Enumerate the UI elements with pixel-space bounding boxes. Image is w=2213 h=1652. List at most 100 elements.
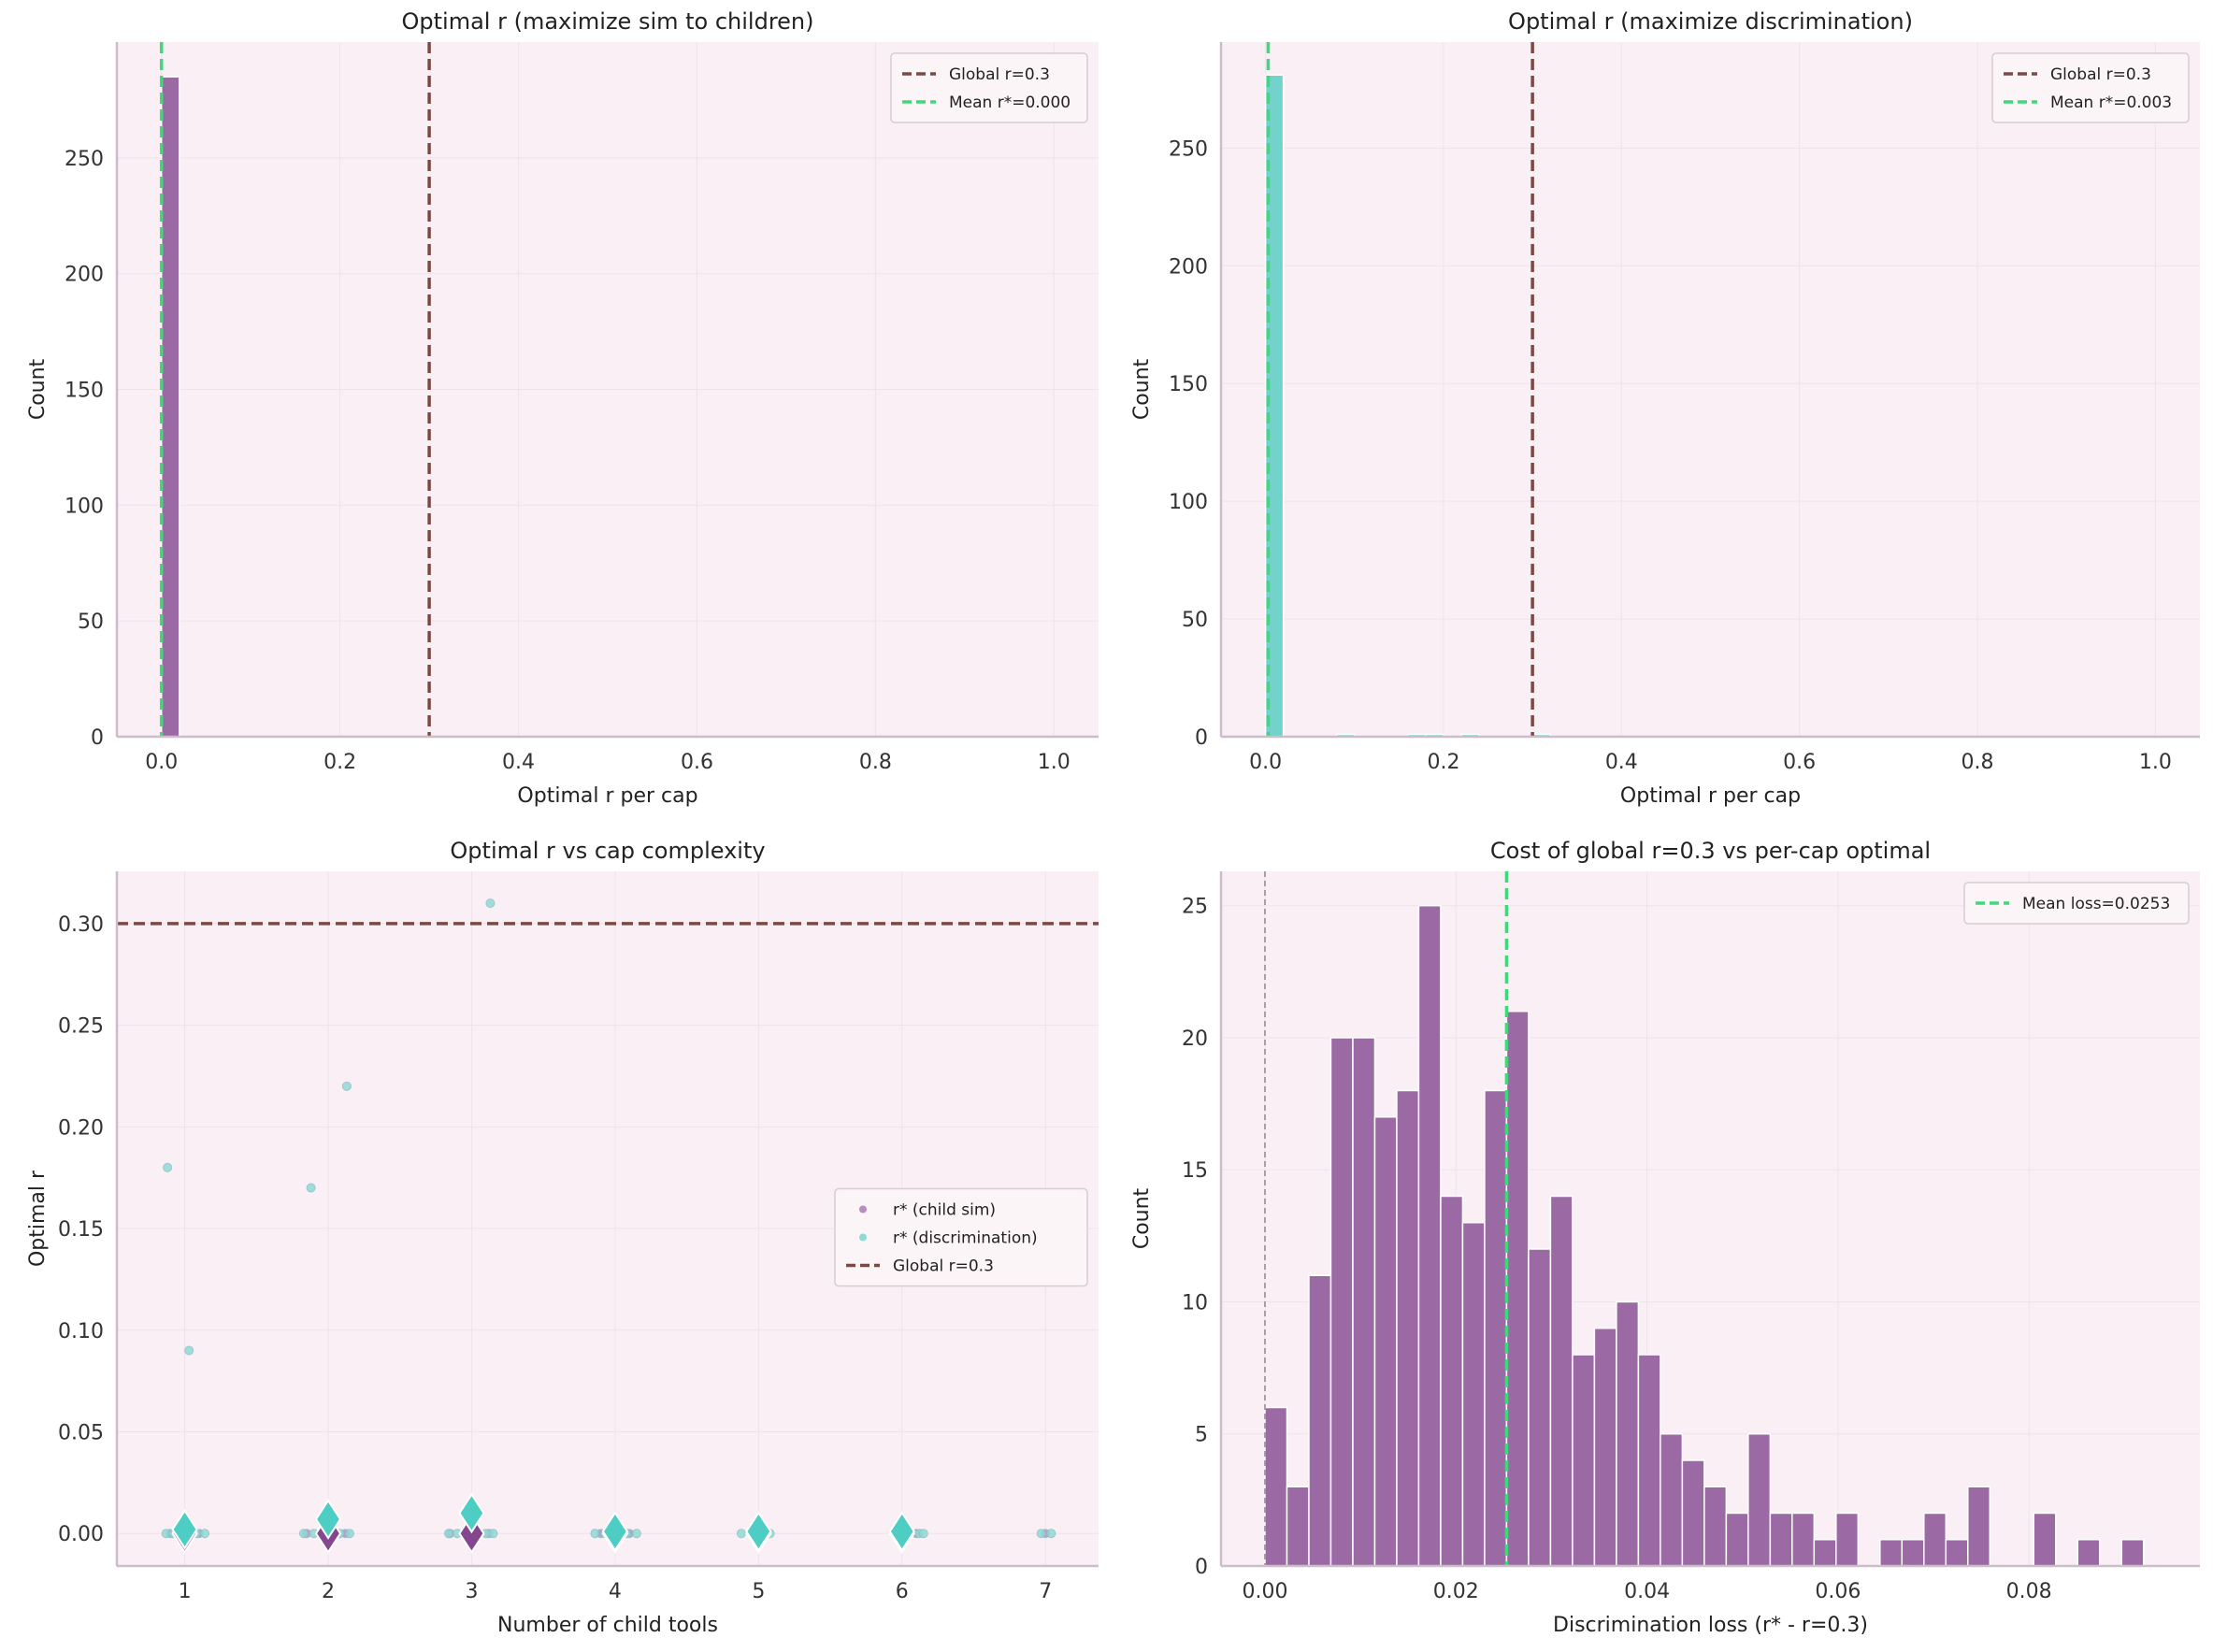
- y-tick-label: 25: [1182, 896, 1208, 919]
- histogram-bar: [1879, 1538, 1904, 1567]
- mean-diamond: [314, 1499, 342, 1540]
- subplot-3: 1 2 3 4 5 6 7 0.00 0.05 0.10 0.15 0.20 0.25 0.30 Optim…: [26, 838, 1099, 1637]
- histogram-bar: [1681, 1459, 1705, 1567]
- y-axis-label: Count: [26, 358, 50, 420]
- y-tick-label: 150: [65, 380, 104, 403]
- histogram-bar: [1593, 1327, 1617, 1567]
- plot-area: [1221, 42, 2200, 737]
- y-tick-label: 0.25: [58, 1015, 104, 1039]
- subplot-title: Cost of global r=0.3 vs per-cap optimal: [1490, 838, 1931, 864]
- y-tick-label: 0: [1195, 1556, 1208, 1579]
- y-tick-label: 0: [91, 726, 104, 750]
- histogram-bar: [1572, 1354, 1596, 1567]
- y-axis-label: Optimal r: [26, 1170, 50, 1267]
- histogram-bar: [2120, 1538, 2145, 1567]
- histogram-bar: [1769, 1512, 1793, 1567]
- legend-dot-swatch: [859, 1205, 867, 1214]
- legend-label: r* (child sim): [893, 1201, 996, 1220]
- histogram-bar: [1352, 1037, 1376, 1567]
- legend: Global r=0.3 Mean r*=0.003: [1991, 52, 2190, 123]
- x-tick-label: 0.00: [1242, 1580, 1287, 1603]
- legend: Mean loss=0.0253: [1963, 882, 2190, 925]
- y-tick-label: 100: [1169, 491, 1208, 514]
- scatter-point: [443, 1529, 453, 1539]
- legend-label: Mean r*=0.000: [949, 93, 1071, 112]
- x-tick-label: 0.02: [1433, 1580, 1479, 1603]
- y-tick-label: 250: [65, 148, 104, 171]
- subplot-title: Optimal r (maximize discrimination): [1508, 8, 1913, 35]
- x-tick-label: 1.0: [2139, 751, 2172, 774]
- legend-label: Global r=0.3: [949, 65, 1050, 84]
- histogram-bar: [1660, 1432, 1684, 1567]
- histogram-bar: [1417, 904, 1442, 1567]
- legend: Global r=0.3 Mean r*=0.000: [890, 52, 1088, 123]
- legend-box: [834, 1187, 1088, 1287]
- x-tick-label: 0.6: [1783, 751, 1816, 774]
- histogram-bar: [1835, 1512, 1860, 1567]
- histogram-bar: [1484, 1089, 1508, 1567]
- scatter-point: [590, 1529, 600, 1539]
- subplot-2: 0.0 0.2 0.4 0.6 0.8 1.0 0 50 100 150 200 250 Optimal…: [1130, 8, 2200, 808]
- y-tick-label: 0.20: [58, 1116, 104, 1140]
- y-tick-label: 50: [78, 611, 104, 634]
- x-tick-label: 0.8: [859, 751, 892, 774]
- scatter-point: [184, 1345, 194, 1356]
- scatter-point: [341, 1081, 352, 1091]
- y-tick-label: 250: [1169, 137, 1208, 161]
- histogram-bar: [1329, 1037, 1354, 1567]
- subplot-4: 0.00 0.02 0.04 0.06 0.08 0 5 10 15 20 25 Cost of gl…: [1130, 838, 2200, 1637]
- histogram-bar: [1747, 1432, 1772, 1567]
- y-tick-label: 100: [65, 495, 104, 518]
- histogram-bar: [1440, 1195, 1464, 1567]
- scatter-point: [200, 1529, 210, 1539]
- y-tick-label: 0.00: [58, 1523, 104, 1546]
- y-tick-label: 0.30: [58, 913, 104, 937]
- mean-diamond: [745, 1511, 772, 1552]
- histogram-bar: [1286, 1486, 1310, 1567]
- y-tick-label: 5: [1195, 1424, 1208, 1447]
- histogram-bar: [2033, 1512, 2057, 1567]
- scatter-point: [488, 1529, 498, 1539]
- x-axis-label: Optimal r per cap: [1620, 784, 1801, 808]
- legend-dot-swatch: [859, 1233, 867, 1242]
- legend-box: [1963, 882, 2190, 925]
- histogram-bar: [1396, 1089, 1420, 1567]
- scatter-point: [345, 1529, 355, 1539]
- scatter-point: [918, 1529, 928, 1539]
- histogram-bar: [1528, 1248, 1552, 1567]
- x-tick-label: 5: [752, 1580, 765, 1603]
- y-tick-label: 200: [65, 264, 104, 287]
- histogram-bar: [1923, 1512, 1947, 1567]
- x-tick-label: 6: [896, 1580, 909, 1603]
- mean-diamond: [888, 1511, 915, 1552]
- x-tick-label: 0.0: [1249, 751, 1282, 774]
- histogram-bar: [1901, 1538, 1925, 1567]
- scatter-point: [163, 1162, 173, 1172]
- y-tick-label: 50: [1182, 609, 1208, 632]
- scatter-point: [298, 1529, 309, 1539]
- x-tick-label: 0.08: [2006, 1580, 2052, 1603]
- y-tick-label: 0.15: [58, 1218, 104, 1242]
- histogram-bar: [1945, 1538, 1969, 1567]
- subplot-title: Optimal r vs cap complexity: [450, 838, 765, 864]
- mean-diamond: [171, 1509, 198, 1550]
- x-tick-label: 7: [1039, 1580, 1052, 1603]
- histogram-bar: [1616, 1300, 1640, 1567]
- legend: r* (child sim) r* (discrimination) Global …: [834, 1187, 1088, 1287]
- scatter-point: [736, 1529, 746, 1539]
- x-tick-label: 0.0: [145, 751, 178, 774]
- y-tick-label: 0: [1195, 726, 1208, 750]
- histogram-bar: [1703, 1486, 1728, 1567]
- y-tick-label: 15: [1182, 1159, 1208, 1183]
- mean-diamond: [458, 1492, 485, 1534]
- legend-label: r* (discrimination): [893, 1229, 1038, 1248]
- histogram-bar: [1549, 1195, 1574, 1567]
- x-axis-label: Optimal r per cap: [517, 784, 697, 808]
- y-tick-label: 0.10: [58, 1320, 104, 1343]
- histogram-bar: [1461, 1221, 1486, 1567]
- y-axis-label: Count: [1130, 1187, 1154, 1249]
- x-tick-label: 0.2: [323, 751, 356, 774]
- legend-label: Mean loss=0.0253: [2022, 895, 2170, 913]
- x-tick-label: 0.06: [1815, 1580, 1861, 1603]
- histogram-bar: [1725, 1512, 1749, 1567]
